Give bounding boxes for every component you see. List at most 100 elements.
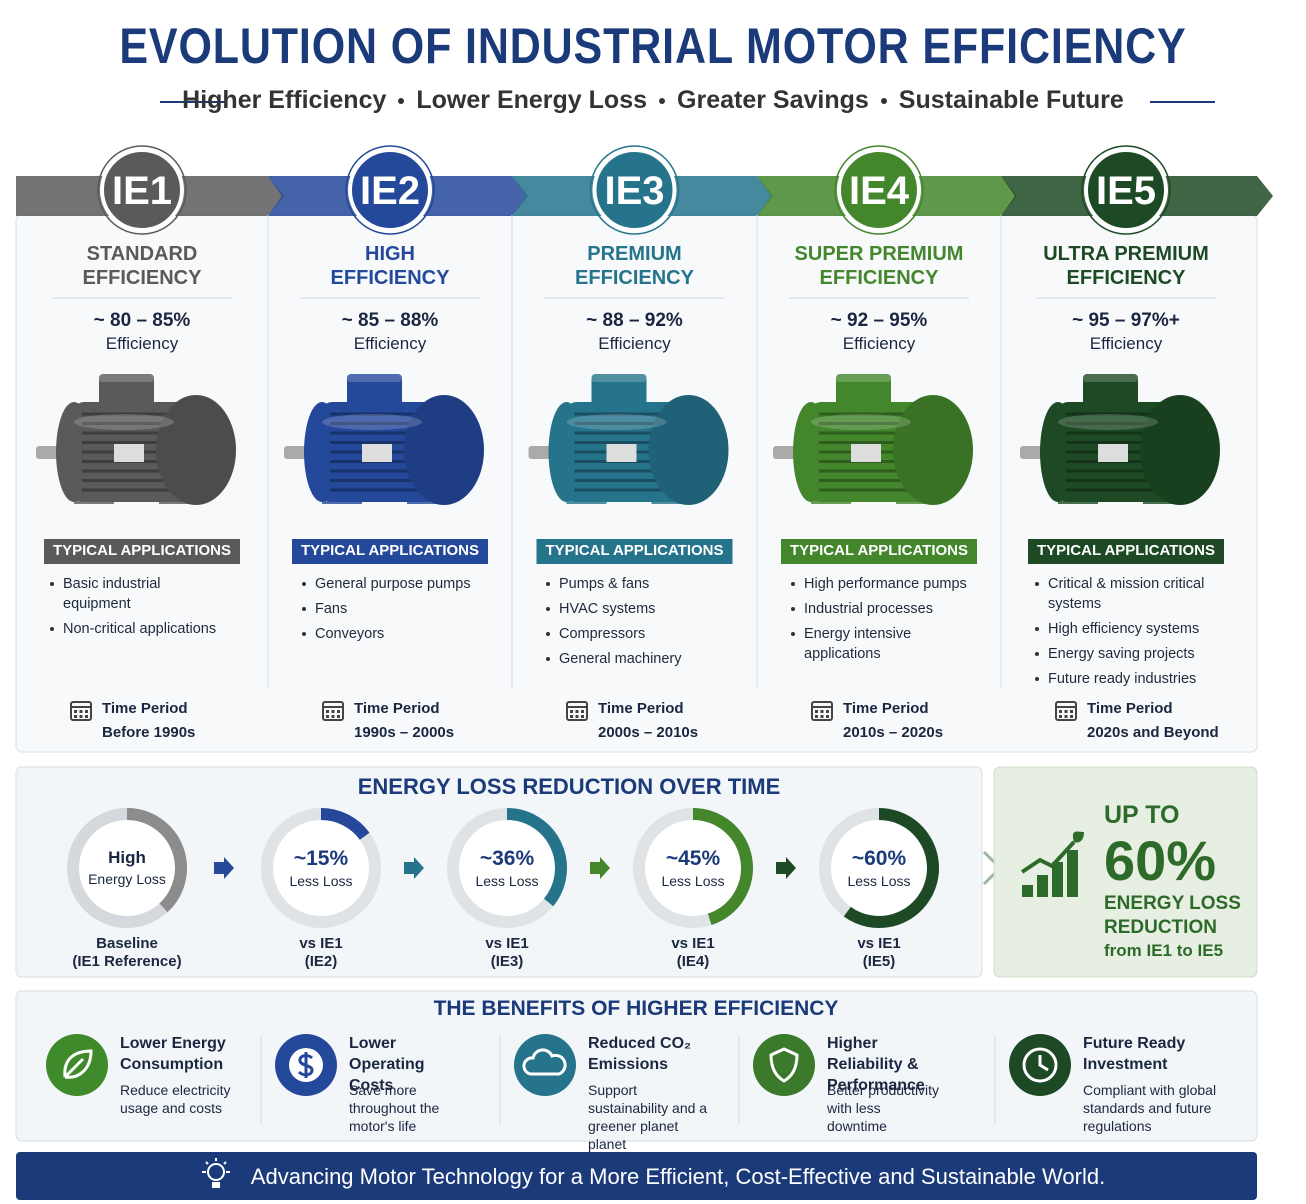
benefit-text: Compliant with global standards and futu… xyxy=(1083,1082,1217,1134)
shield-glyph xyxy=(769,1047,799,1083)
efficiency-range: ~ 80 – 85% xyxy=(93,309,191,331)
applications-badge xyxy=(536,539,733,564)
applications-list: Pumps & fans HVAC systems Compressors Gener… xyxy=(544,574,724,674)
benefit-title: Higher Reliability & Performance xyxy=(827,1035,925,1094)
benefits-panel xyxy=(15,990,1258,1142)
bulb-ray xyxy=(205,1161,209,1165)
time-period: 2000s – 2010s xyxy=(598,724,699,741)
bulb-base xyxy=(212,1182,220,1188)
applications-list: High performance pumps Industrial process… xyxy=(789,574,969,669)
efficiency-range: ~ 95 – 97%+ xyxy=(1072,309,1180,331)
cloud-glyph xyxy=(522,1048,567,1076)
energy-loss-title: ENERGY LOSS REDUCTION OVER TIME xyxy=(357,773,781,799)
motor-fan-cover xyxy=(156,395,236,505)
application-item: Critical & mission critical systems xyxy=(1033,574,1213,614)
separator-dot xyxy=(880,97,887,104)
growth-bar-icon xyxy=(1022,885,1033,897)
bullet xyxy=(546,582,550,586)
motor-nameplate xyxy=(114,444,144,462)
clock-hands xyxy=(1038,1055,1049,1072)
reduction-text: Less Loss xyxy=(661,872,725,889)
motor-fan-cover xyxy=(1140,395,1220,505)
applications-title: TYPICAL APPLICATIONS xyxy=(300,542,480,559)
class-badge-circle xyxy=(100,148,184,232)
calendar-icon xyxy=(1070,715,1073,718)
class-name: STANDARD xyxy=(86,243,198,265)
motor-image xyxy=(773,374,973,505)
motor-highlight xyxy=(566,414,667,430)
motor-terminal-box xyxy=(836,374,891,406)
applications-badge xyxy=(292,539,488,564)
motor-terminal-box xyxy=(99,374,154,406)
step-caption: vs IE1 xyxy=(299,935,343,952)
calendar-icon xyxy=(74,715,77,718)
calendar-icon xyxy=(1059,715,1062,718)
benefit-text: Better productivity with less downtime xyxy=(827,1082,940,1134)
efficiency-label: Efficiency xyxy=(842,333,916,353)
class-code: IE1 xyxy=(111,169,173,213)
bullet xyxy=(546,607,550,611)
subtitle-item: Higher Efficiency xyxy=(182,86,387,114)
step-caption: vs IE1 xyxy=(485,935,529,952)
bullet xyxy=(1035,652,1039,656)
separator-dot xyxy=(398,97,405,104)
bullet xyxy=(1035,627,1039,631)
class-badge-circle xyxy=(837,148,921,232)
reduction-label: ~45% xyxy=(665,847,721,871)
footer-text: Advancing Motor Technology for a More Ef… xyxy=(250,1163,1106,1189)
motor-fan-cover xyxy=(404,395,484,505)
baseline-caption: Baseline xyxy=(96,935,158,952)
motor-image xyxy=(284,374,484,505)
application-text: General machinery xyxy=(559,651,682,667)
applications-title: TYPICAL APPLICATIONS xyxy=(789,542,969,559)
application-text: General purpose pumps xyxy=(315,576,471,592)
calendar-icon xyxy=(70,701,92,721)
class-code: IE5 xyxy=(1095,169,1157,213)
bullet xyxy=(302,632,306,636)
leaf-glyph xyxy=(63,1049,93,1079)
efficiency-label: Efficiency xyxy=(105,333,179,353)
class-name: EFFICIENCY xyxy=(330,267,450,289)
class-name: ULTRA PREMIUM xyxy=(1043,243,1209,265)
reduction-label: ~60% xyxy=(851,847,907,871)
motor-terminal-box xyxy=(1083,374,1138,406)
class-name: EFFICIENCY xyxy=(1066,267,1186,289)
application-text: HVAC systems xyxy=(559,601,656,617)
baseline-text: High xyxy=(108,847,146,867)
reduction-text: Less Loss xyxy=(289,872,353,889)
application-item: Pumps & fans xyxy=(544,574,724,594)
application-text: Energy intensive applications xyxy=(804,626,912,662)
application-text: Critical & mission critical systems xyxy=(1048,576,1205,612)
motor-nameplate xyxy=(851,444,881,462)
application-text: High efficiency systems xyxy=(1048,621,1200,637)
application-text: Industrial processes xyxy=(804,601,933,617)
application-item: Industrial processes xyxy=(789,599,969,619)
calendar-icon xyxy=(79,710,83,713)
applications-list: Basic industrial equipment Non-critical a… xyxy=(48,574,228,644)
ring-base-arc xyxy=(126,808,187,913)
bullet xyxy=(1035,582,1039,586)
calendar-icon xyxy=(1064,710,1068,713)
applications-title: TYPICAL APPLICATIONS xyxy=(1036,542,1216,559)
bulb-ray xyxy=(223,1161,227,1165)
application-item: Non-critical applications xyxy=(48,619,228,639)
motor-terminal-box xyxy=(347,374,402,406)
motor-fan-shade xyxy=(1140,395,1220,505)
bullet xyxy=(791,582,795,586)
class-code: IE4 xyxy=(848,169,910,213)
calendar-icon xyxy=(820,715,824,718)
step-caption: (IE2) xyxy=(304,953,338,970)
step-caption: vs IE1 xyxy=(857,935,901,952)
subtitle: Higher Efficiency Lower Energy Loss Greate… xyxy=(0,86,1306,115)
class-code: IE2 xyxy=(359,169,421,213)
growth-line-icon xyxy=(1020,840,1076,874)
bullet xyxy=(302,607,306,611)
highlight-text: ENERGY LOSS xyxy=(1104,892,1241,914)
subtitle-item: Sustainable Future xyxy=(898,86,1124,114)
class-badge-circle xyxy=(592,148,677,232)
application-text: Pumps & fans xyxy=(559,576,650,592)
calendar-icon xyxy=(322,701,344,721)
reduction-label: ~36% xyxy=(479,847,535,871)
class-badge-ring xyxy=(834,145,924,235)
